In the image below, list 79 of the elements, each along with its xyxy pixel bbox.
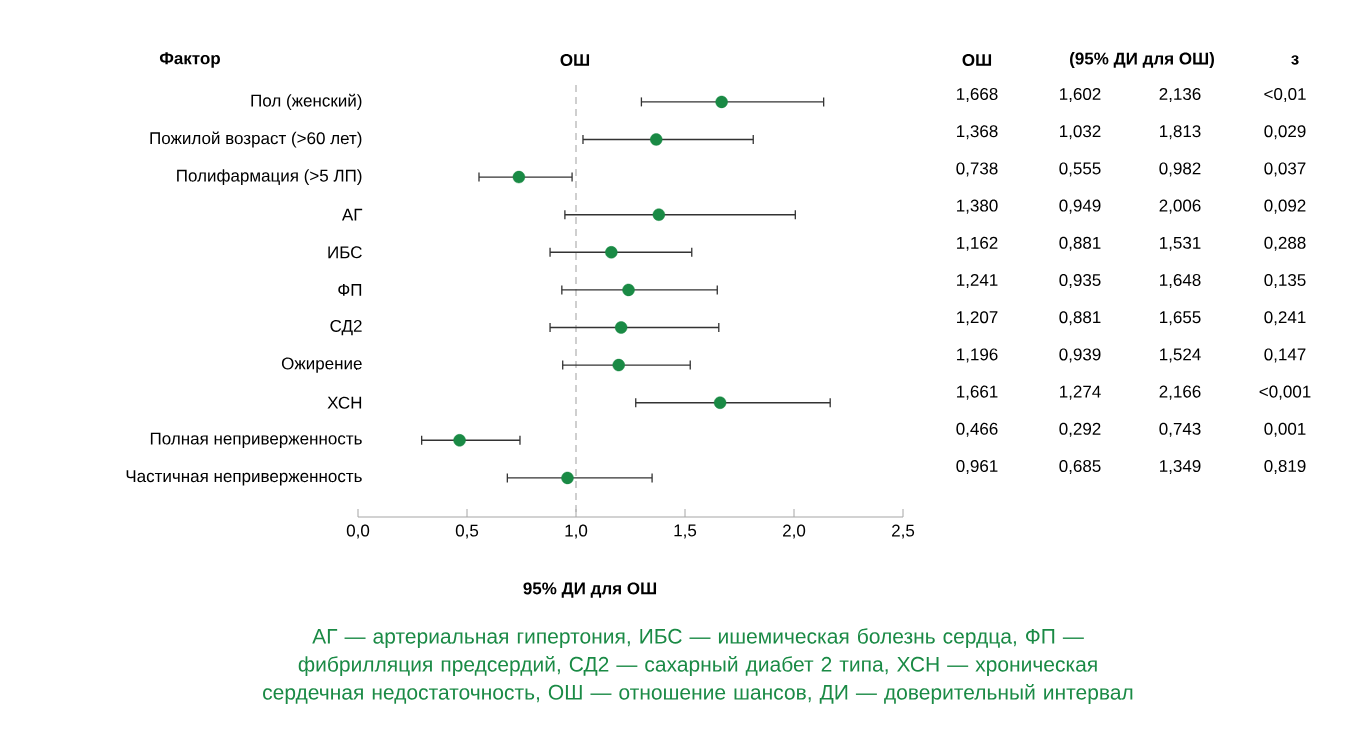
text: 0,939 xyxy=(1059,348,1101,363)
point xyxy=(605,246,618,259)
y-tick-label: Ожирение xyxy=(281,357,362,373)
y-tick-label: ИБС xyxy=(328,246,362,259)
text: ОШ xyxy=(962,53,992,67)
text: 0,881 xyxy=(1059,236,1101,251)
y-tick-label: СД2 xyxy=(330,319,362,336)
y-tick-label: Полифармация (>5 ЛП) xyxy=(177,169,362,186)
text: 0,288 xyxy=(1264,236,1306,251)
x-tick-label: 1,5 xyxy=(674,524,697,539)
text: 0,135 xyxy=(1264,273,1306,289)
text: 1,668 xyxy=(957,87,998,103)
text: 0,147 xyxy=(1264,348,1306,363)
text: 1,531 xyxy=(1160,236,1201,251)
y-tick-label: ХСН xyxy=(327,396,362,409)
text: 0,949 xyxy=(1059,199,1101,214)
y-tick-label: Частичная неприверженность xyxy=(126,470,362,486)
text: 1,032 xyxy=(1060,125,1101,140)
text: <0,01 xyxy=(1264,87,1306,103)
text: 0,092 xyxy=(1264,199,1306,214)
text: 1,368 xyxy=(957,125,998,140)
x-tick-label: 0,0 xyxy=(346,524,370,539)
text: 0,685 xyxy=(1059,459,1101,475)
point xyxy=(561,471,574,485)
y-tick-label: ФП xyxy=(338,283,362,296)
text: <0,001 xyxy=(1259,385,1311,400)
text: 1,162 xyxy=(957,236,998,251)
text: 0,001 xyxy=(1264,422,1306,437)
point xyxy=(715,95,728,109)
text: 0,037 xyxy=(1264,162,1306,177)
text: 0,292 xyxy=(1059,422,1101,437)
text: 0,241 xyxy=(1264,311,1306,326)
text: 0,961 xyxy=(956,459,998,475)
text: 0,738 xyxy=(956,162,998,177)
point xyxy=(650,133,663,146)
text: 1,655 xyxy=(1160,311,1201,326)
y-tick-label: АГ xyxy=(341,208,363,221)
y-tick-label: Полная неприверженность xyxy=(150,432,362,448)
text: 1,524 xyxy=(1160,348,1201,363)
x-tick-label: 1,0 xyxy=(565,524,588,539)
text: 1,274 xyxy=(1060,385,1101,400)
text: 2,136 xyxy=(1159,87,1201,103)
y-tick-label: Пожилой возраст (>60 лет) xyxy=(150,131,362,148)
text: 1,602 xyxy=(1060,87,1101,103)
point xyxy=(453,434,466,447)
x-tick-label: 2,5 xyxy=(892,524,915,539)
text: АГ — артериальная гипертония, ИБС — ишемическая болезнь сердца, ФП — фибрилляция предсердий, СД2 — сахарный диабет 2 типа, ХСН — хроническая сердечная недостаточность, ОШ — отношение шансов, ДИ — доверительный интервал xyxy=(263,628,1133,704)
point xyxy=(614,321,628,334)
x-tick-label: 2,0 xyxy=(783,524,806,539)
text: 1,241 xyxy=(957,273,998,289)
text: з xyxy=(1291,55,1299,65)
x-tick-label: 0,5 xyxy=(455,524,479,539)
text: 0,743 xyxy=(1159,422,1201,437)
text: 0,935 xyxy=(1059,273,1101,289)
point xyxy=(652,208,666,221)
text: 1,196 xyxy=(957,348,998,363)
text: 1,207 xyxy=(957,311,998,326)
point xyxy=(622,283,635,297)
text: 0,819 xyxy=(1264,459,1306,475)
text: 0,029 xyxy=(1264,125,1306,140)
text: 1,349 xyxy=(1160,459,1201,475)
x-axis-title: 95% ДИ для ОШ xyxy=(523,582,657,598)
text: 1,648 xyxy=(1160,273,1201,289)
text: 2,166 xyxy=(1159,385,1201,400)
text: 0,881 xyxy=(1059,311,1101,326)
point xyxy=(512,170,526,184)
text: 1,661 xyxy=(957,385,998,400)
point xyxy=(713,396,727,409)
text: 0,555 xyxy=(1059,162,1101,177)
text: Фактор xyxy=(159,52,220,68)
text: 2,006 xyxy=(1159,199,1201,214)
chart-title: ОШ xyxy=(560,53,590,67)
point xyxy=(612,358,625,372)
text: (95% ДИ для ОШ) xyxy=(1070,52,1214,68)
text: 1,813 xyxy=(1160,125,1201,140)
text: 0,466 xyxy=(956,422,998,437)
y-tick-label: Пол (женский) xyxy=(251,93,362,110)
text: 0,982 xyxy=(1159,162,1201,177)
text: 1,380 xyxy=(957,199,998,214)
